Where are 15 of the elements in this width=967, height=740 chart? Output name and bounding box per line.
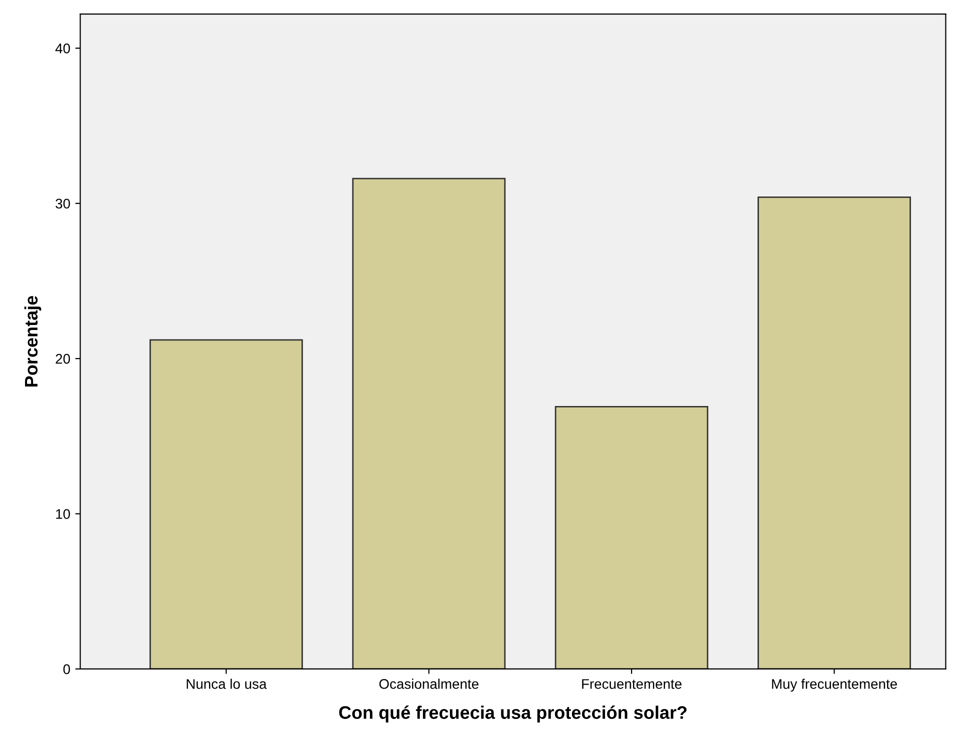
x-tick-label: Nunca lo usa [186, 678, 267, 689]
y-tick-label: 20 [56, 354, 70, 364]
x-axis-title: Con qué frecuecia usa protección solar? [339, 706, 687, 723]
bar [758, 196, 911, 669]
bar [352, 178, 506, 669]
y-tick-label: 10 [56, 509, 70, 519]
y-tick-label: 30 [56, 198, 70, 209]
y-axis-title: Porcentaje [24, 296, 42, 386]
y-tick-label: 0 [63, 664, 70, 674]
x-tick-label: Ocasionalmente [379, 678, 478, 689]
x-tick-label: Frecuentemente [582, 679, 682, 689]
y-tick-label: 40 [55, 44, 70, 54]
bar [554, 406, 708, 669]
x-tick-label: Muy frecuentemente [772, 678, 897, 692]
bar [149, 339, 303, 669]
